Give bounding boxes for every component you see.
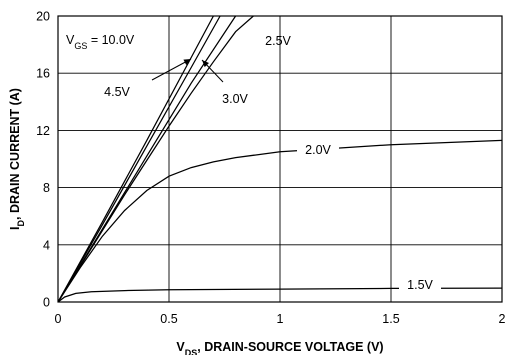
y-tick-label: 12: [36, 124, 50, 138]
y-axis-title: ID, DRAIN CURRENT (A): [8, 88, 26, 230]
x-tick-label: 1: [277, 312, 284, 326]
y-tick-label: 0: [43, 296, 50, 310]
curve-label-2-0v: 2.0V: [305, 143, 331, 157]
x-tick-label: 2: [499, 312, 506, 326]
label-leaders: [151, 58, 224, 83]
x-tick-label: 0.5: [160, 312, 177, 326]
curve-label-3-0v: 3.0V: [222, 92, 248, 106]
grid: [58, 16, 502, 302]
curve-label-10-0v: VGS = 10.0V: [66, 33, 135, 51]
curve-label-1-5v: 1.5V: [407, 278, 433, 292]
y-tick-label: 4: [43, 238, 50, 252]
plot-frame: [57, 15, 503, 303]
curve-labels: VGS = 10.0V 4.5V 3.0V 2.5V 2.0V 1.5V: [66, 33, 441, 293]
curve-10-0v: [57, 15, 214, 303]
x-tick-label: 0: [55, 312, 62, 326]
x-tick-label: 1.5: [382, 312, 399, 326]
curve-label-2-5v: 2.5V: [265, 34, 291, 48]
curve-4-5v: [57, 15, 221, 303]
label-mask: [399, 277, 441, 293]
curve-1-5v: [57, 287, 503, 303]
leader-4-5v: [151, 58, 192, 81]
curve-2-5v: [57, 15, 254, 303]
leader-4-5v-head: [183, 59, 191, 65]
y-tick-label: 20: [36, 10, 50, 24]
x-axis-title: VDS, DRAIN-SOURCE VOLTAGE (V): [176, 340, 383, 355]
curve-label-4-5v: 4.5V: [104, 85, 130, 99]
leader-3-0v-head: [202, 60, 210, 68]
y-tick-label: 8: [43, 181, 50, 195]
y-tick-label: 16: [36, 67, 50, 81]
label-mask: [297, 142, 339, 158]
